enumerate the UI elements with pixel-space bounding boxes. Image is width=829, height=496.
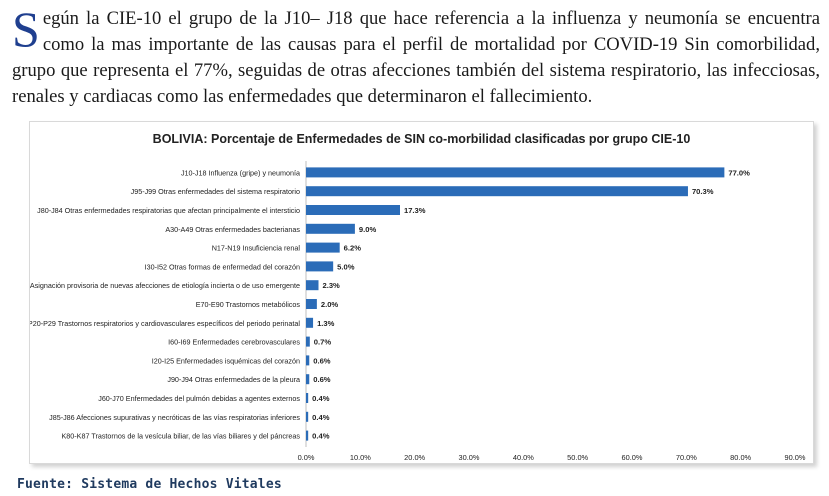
category-label: J10-J18 Influenza (gripe) y neumonía	[181, 168, 300, 177]
bar	[306, 186, 688, 197]
bar	[306, 242, 340, 253]
category-label: J80-J84 Otras enfermedades respiratorias…	[37, 206, 300, 215]
data-label: 5.0%	[337, 262, 355, 271]
x-tick-label: 60.0%	[622, 453, 643, 462]
data-label: 2.3%	[322, 281, 340, 290]
category-label: K80-K87 Trastornos de la vesícula biliar…	[61, 432, 300, 441]
data-label: 0.7%	[314, 338, 332, 347]
x-tick-label: 50.0%	[567, 453, 588, 462]
bar	[306, 299, 317, 309]
source-note: Fuente: Sistema de Hechos Vitales	[17, 477, 282, 492]
data-label: 2.0%	[321, 300, 339, 309]
category-label: J85-J86 Afecciones supurativas y necróti…	[49, 413, 300, 422]
category-label: E70-E90 Trastornos metabólicos	[196, 300, 301, 309]
data-label: 6.2%	[344, 244, 362, 253]
data-label: 9.0%	[359, 225, 377, 234]
data-label: 1.3%	[317, 319, 335, 328]
bar	[306, 317, 314, 328]
paragraph-text: egún la CIE-10 el grupo de la J10– J18 q…	[12, 8, 820, 107]
x-tick-label: 10.0%	[350, 453, 371, 462]
data-label: 0.4%	[312, 413, 330, 422]
category-label: P20-P29 Trastornos respiratorios y cardi…	[30, 319, 300, 328]
category-label: A30-A49 Otras enfermedades bacterianas	[165, 225, 300, 234]
x-tick-label: 30.0%	[459, 453, 480, 462]
chart-title: BOLIVIA: Porcentaje de Enfermedades de S…	[152, 132, 691, 146]
x-tick-label: 0.0%	[298, 453, 315, 462]
bar	[306, 411, 309, 422]
bar	[306, 167, 725, 178]
bar	[306, 280, 319, 291]
category-label: J60-J70 Enfermedades del pulmón debidas …	[98, 394, 300, 403]
bar	[306, 223, 355, 234]
bar	[306, 430, 309, 441]
bar	[306, 261, 334, 272]
category-label: I20-I25 Enfermedades isquémicas del cora…	[152, 356, 300, 365]
drop-cap: S	[12, 1, 40, 57]
data-label: 0.6%	[313, 375, 331, 384]
category-label: U00-U49 Asignación provisoria de nuevas …	[30, 281, 300, 290]
bar	[306, 393, 309, 403]
data-label: 0.4%	[312, 432, 330, 441]
bar	[306, 374, 310, 385]
bar	[306, 205, 400, 215]
category-label: I60-I69 Enfermedades cerebrovasculares	[168, 338, 300, 347]
data-label: 0.6%	[313, 356, 331, 365]
x-tick-label: 80.0%	[730, 453, 751, 462]
data-label: 0.4%	[312, 394, 330, 403]
data-label: 77.0%	[728, 168, 750, 177]
category-label: J90-J94 Otras enfermedades de la pleura	[167, 375, 300, 384]
category-label: I30-I52 Otras formas de enfermedad del c…	[145, 262, 300, 271]
data-label: 17.3%	[404, 206, 426, 215]
bar	[306, 336, 310, 347]
data-label: 70.3%	[692, 187, 714, 196]
category-label: J95-J99 Otras enfermedades del sistema r…	[131, 187, 300, 196]
x-tick-label: 90.0%	[785, 453, 806, 462]
x-tick-label: 40.0%	[513, 453, 534, 462]
x-tick-label: 70.0%	[676, 453, 697, 462]
bar	[306, 355, 310, 366]
bar-chart: J10-J18 Influenza (gripe) y neumonía 77.0…	[30, 161, 806, 462]
chart-panel: BOLIVIA: Porcentaje de Enfermedades de S…	[29, 121, 814, 464]
category-label: N17-N19 Insuficiencia renal	[212, 244, 301, 253]
x-tick-label: 20.0%	[404, 453, 425, 462]
